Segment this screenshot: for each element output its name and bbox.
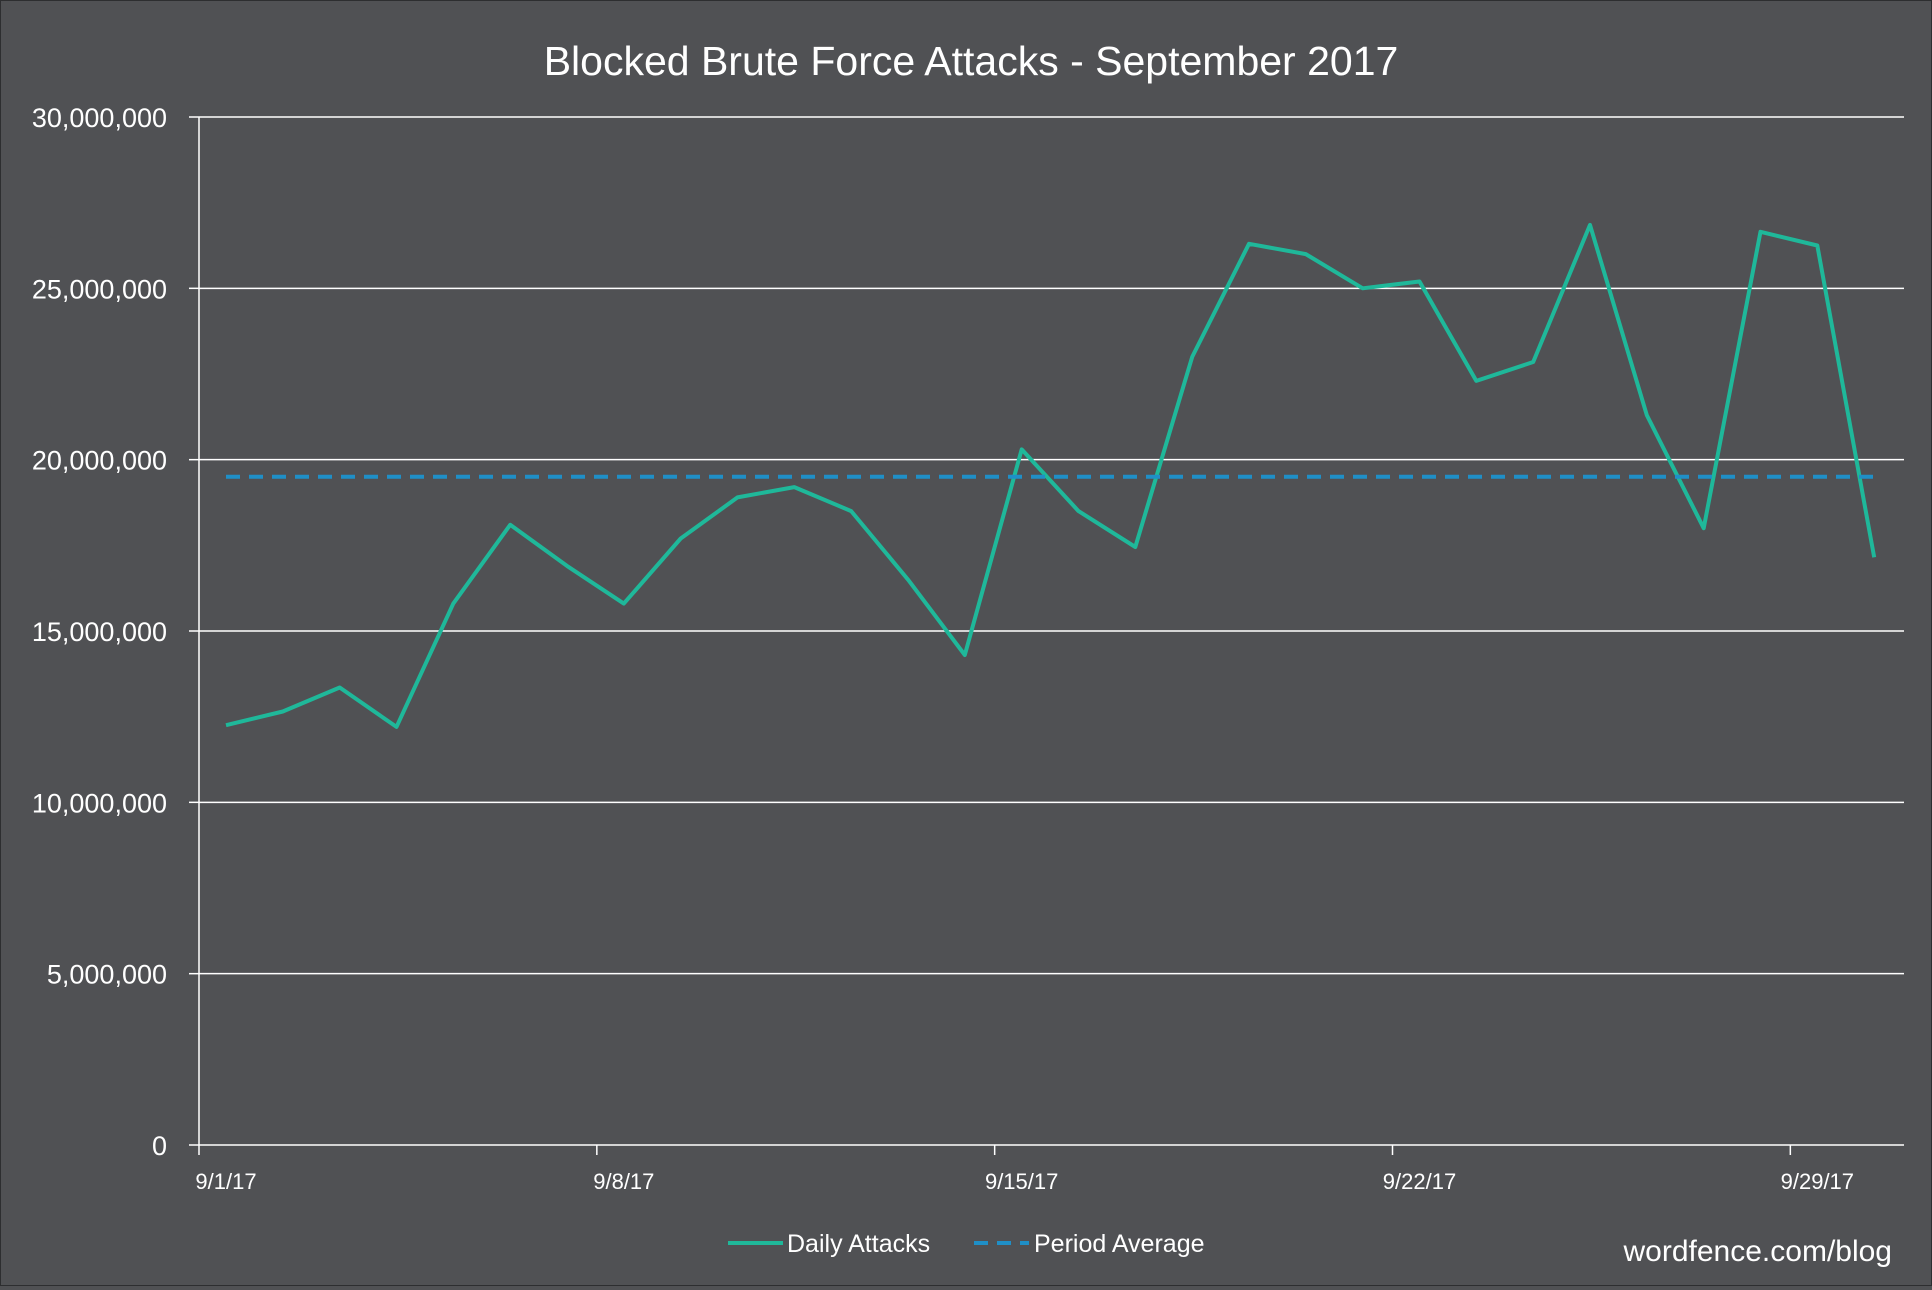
y-tick-label: 25,000,000: [32, 274, 167, 304]
gridlines: [199, 117, 1904, 974]
legend: Daily Attacks Period Average: [728, 1230, 1205, 1258]
y-tick-label: 15,000,000: [32, 617, 167, 647]
x-axis: 9/1/17 9/8/17 9/15/17 9/22/17 9/29/17: [195, 1145, 1904, 1194]
y-tick-label: 10,000,000: [32, 788, 167, 818]
x-tick-label: 9/22/17: [1383, 1169, 1456, 1194]
x-tick-label: 9/8/17: [593, 1169, 654, 1194]
series-layer: [226, 225, 1874, 727]
y-tick-label: 20,000,000: [32, 446, 167, 476]
y-tick-label: 0: [152, 1131, 167, 1161]
y-axis: 0 5,000,000 10,000,000 15,000,000 20,000,000…: [32, 103, 199, 1161]
x-tick-label: 9/15/17: [985, 1169, 1058, 1194]
y-tick-label: 30,000,000: [32, 103, 167, 133]
series-line-daily-attacks: [226, 225, 1874, 727]
y-tick-label: 5,000,000: [47, 960, 167, 990]
chart-title: Blocked Brute Force Attacks - September …: [544, 38, 1399, 84]
legend-daily-attacks-label: Daily Attacks: [787, 1230, 930, 1258]
watermark-text: wordfence.com/blog: [1623, 1235, 1892, 1268]
x-tick-label: 9/1/17: [195, 1169, 256, 1194]
legend-period-average-label: Period Average: [1034, 1230, 1205, 1258]
x-tick-label: 9/29/17: [1781, 1169, 1854, 1194]
